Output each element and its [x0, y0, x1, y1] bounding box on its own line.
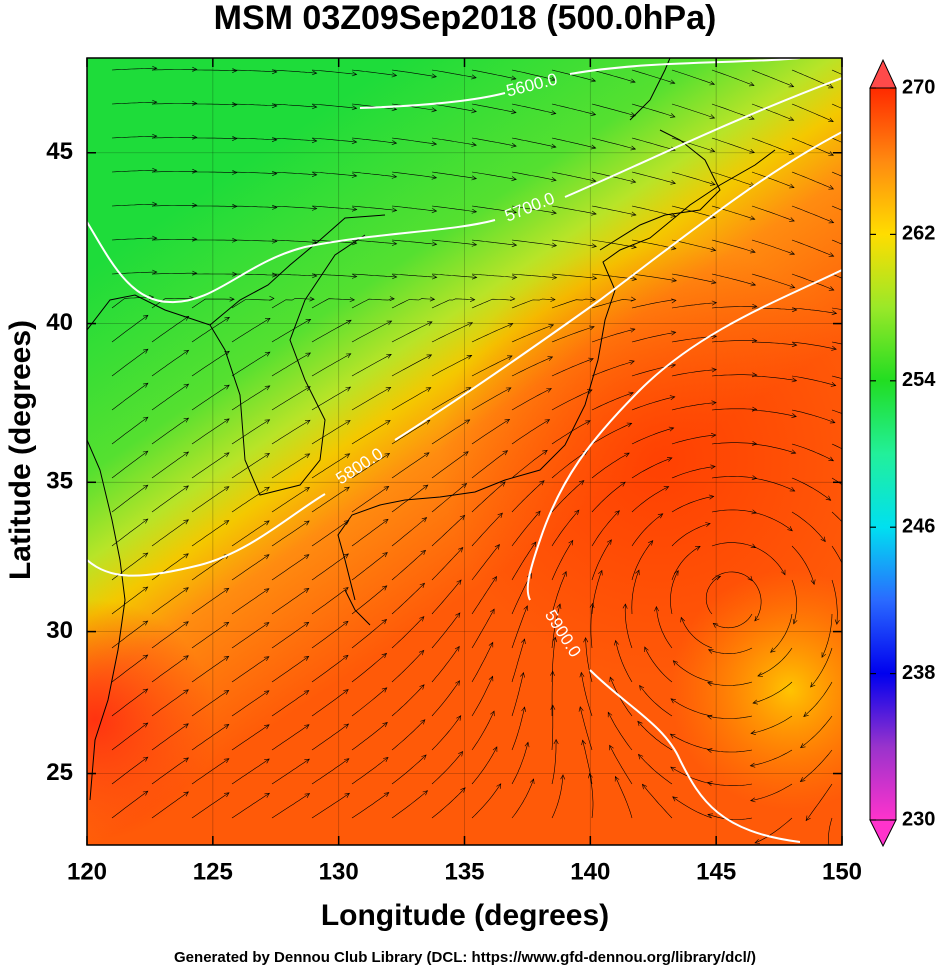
x-tick-label: 120: [67, 858, 107, 885]
y-tick-label: 35: [46, 468, 73, 495]
x-axis-label: Longitude (degrees): [321, 899, 609, 932]
x-tick-label: 140: [570, 858, 610, 885]
arrow-head: [848, 582, 852, 587]
x-tick-label: 125: [193, 858, 233, 885]
colorbar-tick-label: 262: [902, 223, 935, 245]
colorbar-body: [870, 88, 896, 820]
y-axis-label: Latitude (degrees): [4, 320, 37, 580]
y-tick-label: 40: [46, 309, 73, 336]
x-tick-label: 135: [444, 858, 484, 885]
title: MSM 03Z09Sep2018 (500.0hPa): [214, 0, 717, 37]
y-tick-label: 25: [46, 759, 73, 786]
y-tick-label: 30: [46, 617, 73, 644]
map-field: 5600.0 5700.0 5800.0 5900.0: [87, 58, 876, 861]
colorbar-extend-bottom: [870, 820, 896, 846]
x-tick-label: 130: [319, 858, 359, 885]
colorbar-tick-label: 230: [902, 808, 935, 830]
colorbar-tick-label: 270: [902, 76, 935, 98]
arrow-head: [863, 501, 868, 506]
colorbar: 230 238 246 254 262 270: [870, 60, 936, 846]
x-tick-label: 150: [822, 858, 862, 885]
footer: Generated by Dennou Club Library (DCL: h…: [174, 949, 756, 966]
arrow-head: [857, 541, 861, 546]
colorbar-extend-top: [870, 60, 896, 88]
x-tick-label: 145: [696, 858, 736, 885]
y-tick-label: 45: [46, 138, 73, 165]
colorbar-tick-label: 238: [902, 662, 935, 684]
colorbar-tick-label: 246: [902, 515, 935, 537]
colorbar-tick-label: 254: [902, 369, 936, 391]
